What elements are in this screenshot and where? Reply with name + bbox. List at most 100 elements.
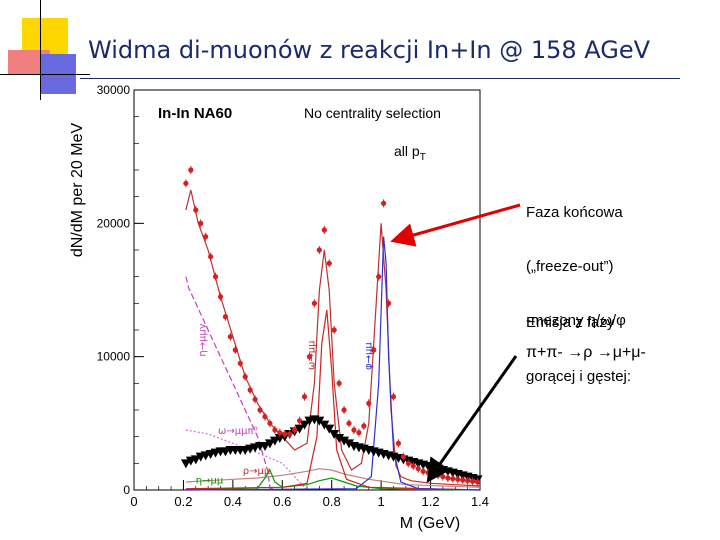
x-tick-label: 1	[378, 494, 385, 509]
data-marker	[252, 396, 258, 402]
data-marker	[247, 387, 253, 393]
mu-marker	[339, 436, 350, 446]
data-marker	[208, 254, 214, 260]
data-marker	[445, 475, 451, 481]
freeze-out-line-2: („freeze-out”)	[526, 258, 614, 275]
data-marker	[331, 327, 337, 333]
deco-vertical-line	[40, 0, 41, 100]
data-marker	[440, 474, 446, 480]
freeze-out-line-1: Faza końcowa	[526, 204, 623, 221]
y-tick-label: 30000	[97, 83, 131, 97]
data-marker	[232, 347, 238, 353]
x-tick-label: 0.2	[174, 494, 192, 509]
data-marker	[390, 394, 397, 400]
data-marker	[395, 440, 402, 446]
data-marker	[465, 478, 471, 484]
dimuon-mass-chart: 0 0.2 0.4 0.6 0.8 1 1.2 1.4 0 10000 20000 30000 η→μ…	[69, 83, 489, 532]
deco-horizontal-line	[0, 74, 90, 75]
chart-header-left: In-In NA60	[158, 105, 232, 122]
x-tick-label: 1.2	[422, 494, 440, 509]
mu-marker	[314, 416, 325, 426]
plot-frame	[133, 89, 481, 491]
data-marker	[356, 430, 362, 436]
data-marker	[257, 407, 263, 413]
data-marker	[227, 334, 233, 340]
mu-marker	[190, 455, 201, 465]
data-marker	[400, 454, 406, 460]
curve-label-ρ→μμ: ρ→μμ	[243, 466, 271, 477]
data-marker	[311, 300, 318, 306]
x-tick-label: 0	[130, 494, 137, 509]
data-marker	[435, 472, 441, 478]
curve-label-ω→μμπ0: ω→μμπ⁰	[218, 426, 258, 437]
curve-label-η→μμ: η→μμ	[196, 475, 224, 486]
data-marker	[341, 407, 347, 413]
data-marker	[193, 207, 199, 213]
data-marker	[282, 431, 288, 437]
data-marker	[321, 227, 327, 233]
data-marker	[242, 374, 248, 380]
mu-marker	[259, 442, 270, 451]
mu-marker	[264, 439, 275, 449]
data-marker	[450, 476, 456, 482]
chart-header-right: No centrality selection	[304, 105, 441, 121]
pt-label-sub: T	[420, 152, 426, 163]
data-marker	[188, 167, 194, 173]
data-marker	[301, 394, 308, 400]
data-marker	[385, 300, 392, 306]
data-marker	[420, 468, 426, 474]
x-tick-label: 0.4	[224, 494, 242, 509]
curve-ω→μμ	[185, 309, 481, 491]
data-marker	[381, 200, 387, 206]
data-marker	[346, 420, 352, 426]
data-marker	[366, 400, 372, 406]
data-marker	[217, 294, 224, 300]
data-marker	[405, 460, 411, 466]
data-marker	[410, 463, 416, 469]
mu-marker	[319, 420, 330, 430]
data-marker	[296, 418, 303, 424]
data-marker	[455, 476, 461, 482]
mu-marker	[344, 439, 355, 449]
data-marker	[371, 347, 377, 353]
data-marker	[183, 180, 189, 186]
data-marker	[287, 431, 293, 437]
slide-title: Widma di-muonów z reakcji In+In @ 158 AG…	[88, 36, 651, 64]
reaction-text: π+π- →ρ →μ+μ-	[526, 344, 646, 361]
y-tick-label: 0	[123, 483, 130, 497]
data-marker	[460, 477, 466, 483]
mu-marker	[299, 420, 310, 430]
data-marker	[376, 274, 382, 280]
mu-marker	[294, 424, 305, 434]
x-tick-label: 0.8	[323, 494, 341, 509]
data-marker	[292, 427, 298, 433]
data-marker	[474, 479, 481, 485]
data-marker	[469, 478, 476, 484]
hot-phase-note: Emisja z fazy gorącej i gęstej:	[526, 278, 631, 404]
x-tick-label: 0.6	[273, 494, 291, 509]
data-marker	[336, 380, 342, 386]
title-divider	[80, 78, 680, 79]
data-marker	[326, 260, 332, 266]
data-marker	[351, 427, 357, 433]
pt-label-main: all p	[394, 143, 420, 159]
hot-phase-line-1: Emisja z fazy	[526, 314, 615, 331]
y-axis-label: dN/dM per 20 MeV	[69, 123, 86, 258]
freeze-out-line-3: -mezony η/ω/φ	[526, 312, 626, 329]
pt-label: all pT	[394, 143, 426, 163]
data-marker	[277, 430, 283, 436]
data-marker	[222, 314, 229, 320]
curve-ρ→μμ	[185, 468, 481, 488]
curve-ω→μμπ0	[185, 429, 308, 491]
mu-marker	[269, 436, 280, 446]
curve-η→μμγ	[185, 276, 276, 491]
data-marker	[212, 274, 219, 280]
curve-φ→μμ	[185, 236, 481, 491]
x-tick-label: 1.4	[471, 494, 489, 509]
data-marker	[267, 420, 273, 426]
data-marker	[198, 220, 204, 226]
y-tick-label: 20000	[97, 216, 131, 230]
data-marker	[430, 471, 436, 477]
curve-label-φ→μμ: φ→μμ	[363, 342, 374, 370]
data-marker	[203, 234, 209, 240]
